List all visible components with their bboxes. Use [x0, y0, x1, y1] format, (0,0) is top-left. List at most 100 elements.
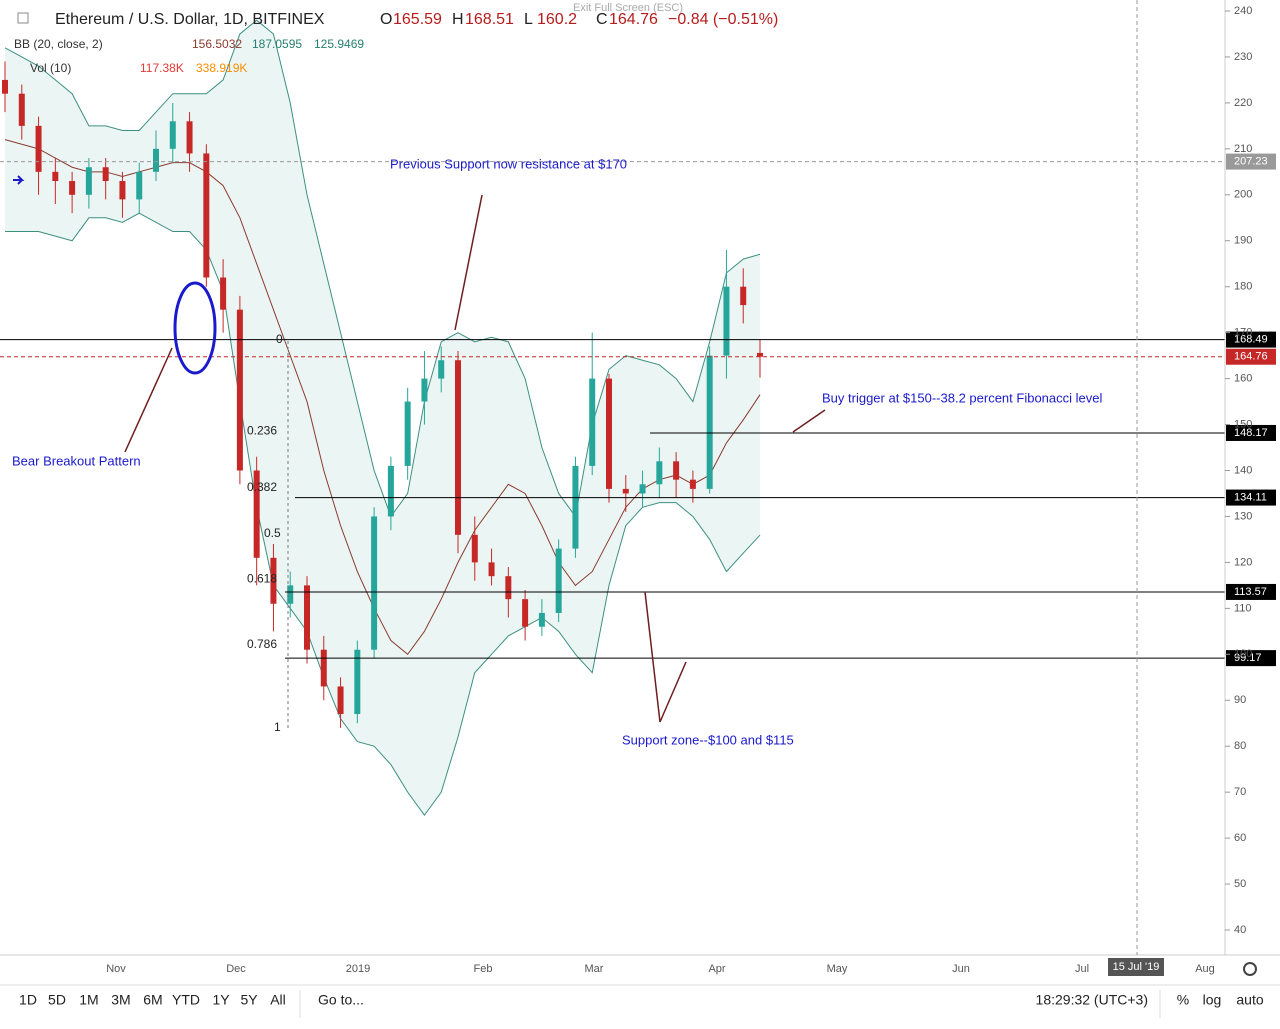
annotation-arrow: [659, 661, 687, 723]
candle-body: [757, 352, 763, 357]
range-button[interactable]: 5D: [48, 992, 66, 1008]
range-button[interactable]: 5Y: [240, 992, 258, 1008]
collapse-icon[interactable]: [17, 12, 29, 24]
plot: 207.23 168.49 164.76 148.17 134.11 113.57 99.1…: [0, 19, 1276, 816]
range-button[interactable]: 3M: [111, 992, 130, 1008]
candle-body: [153, 148, 159, 172]
y-tick-label: 130: [1234, 510, 1252, 522]
candle-body: [505, 576, 512, 600]
candle-body: [740, 286, 747, 306]
scale-option[interactable]: %: [1177, 992, 1189, 1008]
y-tick-label: 80: [1234, 740, 1246, 752]
y-tick-label: 210: [1234, 143, 1252, 155]
y-tick-label: 110: [1234, 602, 1252, 614]
annotation-arrow: [124, 347, 173, 453]
range-button[interactable]: YTD: [172, 992, 200, 1008]
price-badge: [1226, 331, 1276, 348]
ohlc-letter: H: [452, 11, 464, 28]
fib-label: 1: [274, 720, 281, 734]
fib-label: 0: [276, 332, 283, 346]
y-tick-label: 240: [1234, 5, 1252, 17]
x-tick-label: Nov: [106, 963, 126, 975]
price-badge-label: 113.57: [1234, 586, 1267, 598]
y-tick-label: 90: [1234, 694, 1246, 706]
candle-body: [656, 461, 663, 485]
y-tick-label: 170: [1234, 327, 1252, 339]
price-badge: [1226, 489, 1276, 506]
ohlc-letter: C: [596, 11, 608, 28]
bb-value: 187.0595: [252, 37, 302, 51]
candle-body: [85, 167, 92, 195]
candle-body: [270, 557, 277, 604]
y-tick-label: 40: [1234, 924, 1246, 936]
ohlc-value: 164.76: [609, 11, 658, 28]
y-tick-label: 220: [1234, 97, 1252, 109]
candle-body: [639, 484, 646, 494]
annotation-arrow: [454, 194, 483, 331]
candle-body: [706, 355, 713, 489]
candle-body: [572, 465, 579, 549]
bb-line: [4, 139, 761, 656]
candle-body: [471, 534, 478, 563]
candle-body: [455, 360, 461, 535]
candle-body: [438, 360, 445, 379]
settings-icon[interactable]: [1243, 962, 1257, 976]
candle-body: [622, 488, 629, 494]
candle-body: [253, 470, 260, 558]
candle-body: [203, 153, 210, 278]
annotation: Previous Support now resistance at $170: [390, 156, 627, 171]
x-tick-label: Mar: [585, 963, 604, 975]
candle-body: [52, 171, 59, 182]
bb-value: 125.9469: [314, 37, 364, 51]
y-tick-label: 230: [1234, 51, 1252, 63]
bb-line: [4, 19, 761, 518]
y-tick-label: 180: [1234, 281, 1252, 293]
fib-label: 0.236: [247, 423, 277, 437]
candle-body: [387, 465, 394, 517]
y-tick-label: 160: [1234, 373, 1252, 385]
ohlc-letter: L: [524, 11, 533, 28]
price-badge-label: 207.23: [1234, 155, 1268, 167]
scale-option[interactable]: log: [1203, 992, 1222, 1008]
candle-body: [555, 548, 562, 613]
annotation-arrow: [644, 591, 661, 723]
exit-hint[interactable]: Exit Full Screen (ESC): [573, 2, 683, 14]
price-badge-label: 164.76: [1234, 351, 1268, 363]
range-button[interactable]: 6M: [143, 992, 162, 1008]
y-tick-label: 120: [1234, 556, 1252, 568]
bb-label[interactable]: BB (20, close, 2): [14, 37, 103, 51]
candle-body: [2, 79, 8, 94]
range-button[interactable]: 1M: [79, 992, 98, 1008]
range-button[interactable]: 1Y: [212, 992, 230, 1008]
range-button[interactable]: 1D: [19, 992, 37, 1008]
date-badge: [1108, 958, 1164, 976]
range-button[interactable]: All: [270, 992, 286, 1008]
vol-label[interactable]: Vol (10): [30, 61, 71, 75]
ohlc-letter: O: [380, 11, 392, 28]
date-badge-label: 15 Jul '19: [1113, 961, 1160, 973]
candle-body: [169, 121, 176, 149]
bb-line: [5, 212, 761, 816]
candle-body: [589, 378, 596, 466]
y-tick-label: 60: [1234, 832, 1246, 844]
candle-body: [421, 378, 428, 402]
pattern-circle: [173, 281, 217, 375]
scale-option[interactable]: auto: [1236, 992, 1263, 1008]
x-tick-label: Dec: [226, 963, 246, 975]
price-badge-label: 168.49: [1234, 333, 1268, 345]
candle-body: [354, 649, 361, 715]
candle-body: [404, 401, 411, 466]
candle-body: [488, 562, 495, 577]
y-tick-label: 70: [1234, 786, 1246, 798]
symbol-title[interactable]: Ethereum / U.S. Dollar, 1D, BITFINEX: [55, 11, 325, 28]
change: −0.84 (−0.51%): [668, 11, 778, 28]
x-tick-label: Apr: [708, 963, 725, 975]
candle-body: [522, 599, 529, 627]
y-tick-label: 190: [1234, 235, 1252, 247]
x-tick-label: Feb: [474, 963, 493, 975]
ohlc-value: 160.2: [537, 11, 577, 28]
annotation: Support zone--$100 and $115: [622, 732, 794, 747]
goto-button[interactable]: Go to...: [318, 992, 364, 1008]
candle-body: [287, 585, 294, 604]
candle-body: [69, 181, 76, 195]
